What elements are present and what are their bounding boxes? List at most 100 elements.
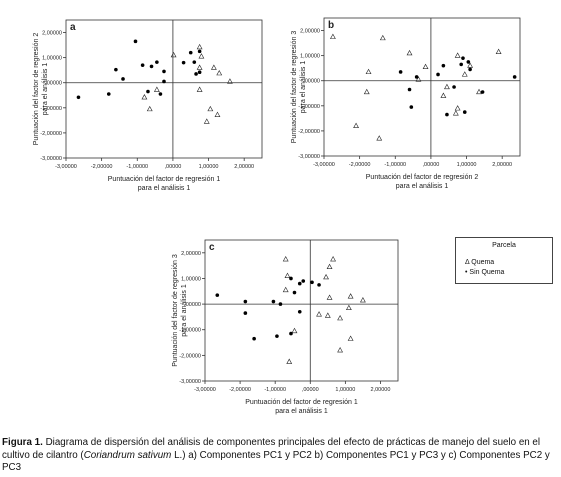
data-point-quema (440, 92, 447, 98)
data-point-sin-quema (114, 67, 118, 72)
data-point-quema (324, 312, 331, 318)
y-tick-label: 1,00000 (300, 54, 320, 60)
data-point-sin-quema (452, 85, 456, 89)
data-point-quema (330, 33, 336, 39)
y-tick-label: -1,00000 (40, 106, 62, 112)
y-tick-label: ,00000 (184, 302, 201, 308)
x-tick-label: 2,00000 (492, 162, 512, 168)
data-point-sin-quema (146, 89, 150, 94)
x-tick-label: -3,00000 (313, 162, 335, 168)
data-point-sin-quema (398, 70, 403, 74)
data-point-quema (337, 347, 344, 353)
data-point-quema (467, 62, 474, 68)
data-point-quema (196, 43, 203, 50)
data-point-sin-quema (275, 334, 279, 338)
data-point-quema (282, 286, 289, 293)
y-tick-label: 2,00000 (42, 31, 62, 37)
data-point-sin-quema (466, 60, 471, 64)
y-tick-label: ,00000 (45, 81, 62, 87)
data-point-quema (170, 51, 177, 58)
caption-label: Figura 1. (2, 437, 43, 448)
data-point-quema (376, 135, 383, 141)
data-point-quema (214, 111, 221, 117)
y-tick-label: 2,00000 (181, 251, 201, 257)
data-point-sin-quema (197, 70, 202, 74)
data-point-sin-quema (243, 311, 248, 315)
data-point-quema (141, 94, 148, 100)
x-tick-label: 1,00000 (457, 162, 477, 168)
data-point-sin-quema (289, 331, 293, 336)
scatter-plot-b: b -3,00000 -2,00000 -1,00000 ,00000 1,00000 2,… (291, 17, 521, 190)
data-point-quema (379, 34, 386, 41)
y-axis-label-2: para el análisis 1 (181, 284, 188, 337)
y-tick-label: -3,00000 (298, 154, 320, 160)
data-point-sin-quema (512, 75, 517, 79)
data-point-quema (316, 311, 322, 317)
data-point-quema (146, 105, 153, 112)
y-tick-label: -3,00000 (40, 156, 62, 162)
y-tick-label: 1,00000 (181, 276, 201, 282)
data-point-sin-quema (215, 293, 220, 297)
data-point-quema (454, 52, 461, 58)
x-tick-label: ,00000 (422, 162, 439, 168)
plot-frame (65, 19, 263, 159)
data-point-sin-quema (468, 67, 472, 72)
data-point-quema (444, 83, 450, 90)
plot-frame (204, 239, 399, 382)
y-axis-label: Puntuación del factor de regresión 2 (33, 33, 40, 146)
y-tick-label: 2,00000 (300, 29, 320, 35)
y-axis-label-2: para el análisis 1 (300, 61, 307, 114)
data-point-quema (286, 358, 293, 364)
data-point-sin-quema (278, 302, 283, 306)
data-point-sin-quema (317, 283, 321, 287)
plot-frame (323, 17, 521, 157)
y-axis-label: Puntuación del factor de regresión 3 (291, 31, 298, 144)
x-tick-label: -1,00000 (126, 164, 148, 170)
data-point-quema (198, 53, 205, 59)
data-point-quema (353, 122, 359, 128)
data-point-quema (323, 273, 329, 280)
data-point-sin-quema (192, 60, 197, 64)
legend-label-quema: Quema (471, 259, 495, 266)
data-point-quema (326, 263, 333, 270)
data-point-sin-quema (407, 87, 412, 92)
caption-text-2: L.) a) Componentes PC1 y PC2 b) Componen… (2, 449, 550, 474)
x-axis-label-2: para el análisis 1 (396, 183, 449, 190)
x-tick-label: ,00000 (164, 164, 181, 170)
x-tick-label: 1,00000 (335, 387, 355, 393)
x-tick-label: 2,00000 (371, 387, 391, 393)
data-point-quema (227, 78, 233, 84)
data-point-sin-quema (459, 62, 463, 67)
x-tick-label: -1,00000 (264, 387, 286, 393)
x-tick-label: -1,00000 (384, 162, 406, 168)
data-point-quema (284, 272, 291, 278)
y-tick-label: -1,00000 (298, 104, 320, 110)
y-tick-label: ,00000 (303, 79, 320, 85)
y-tick-label: -3,00000 (179, 379, 201, 385)
data-point-quema (210, 64, 217, 70)
y-tick-label: -2,00000 (298, 129, 320, 135)
x-axis-label: Puntuación del factor de regresión 1 (108, 176, 221, 183)
caption-text-1: Diagrama de dispersión del análisis de c… (2, 437, 541, 461)
data-point-quema (196, 64, 203, 70)
x-tick-label: 2,00000 (234, 164, 254, 170)
data-point-quema (216, 69, 223, 76)
data-point-quema (476, 88, 482, 95)
data-point-quema (203, 118, 210, 124)
data-point-sin-quema (158, 92, 163, 96)
caption-species: Coriandrum sativum (83, 449, 172, 461)
scatter-plot-c: c -3,00000 -2,00000 -1,00000 ,00000 1,00000 2,… (172, 239, 399, 415)
data-point-quema (345, 304, 352, 311)
data-point-sin-quema (162, 79, 166, 84)
data-point-sin-quema (445, 112, 449, 117)
scatter-plot-a: a -3,00000 -2,00000 -1,00000 ,00000 1,00000 2,… (33, 19, 263, 192)
data-point-quema (452, 110, 459, 116)
data-point-sin-quema (243, 299, 248, 304)
data-point-sin-quema (301, 279, 306, 283)
legend-item-quema: Δ Quema (465, 259, 494, 266)
panel-label: c (209, 242, 215, 253)
data-point-quema (153, 86, 160, 92)
data-point-quema (291, 327, 298, 334)
data-point-sin-quema (252, 336, 256, 341)
legend-title: Parcela (492, 242, 516, 249)
